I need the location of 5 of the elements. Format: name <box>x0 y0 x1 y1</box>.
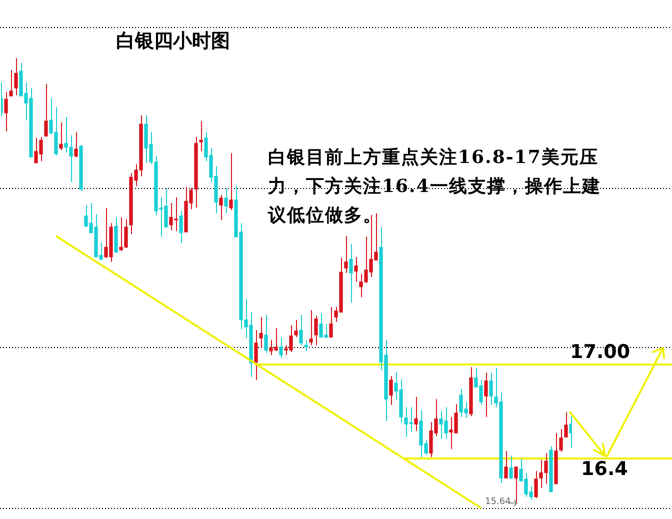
annotation: 白银目前上方重点关注16.8-17美元压力，下方关注16.4一线支撑，操作上建议低位做多。 <box>268 146 602 228</box>
annotation: 17.00 <box>570 341 630 363</box>
annotation: 15.64 <box>485 497 511 507</box>
text: 16.4 <box>581 458 628 480</box>
chart-title: 白银四小时图 <box>116 29 230 54</box>
